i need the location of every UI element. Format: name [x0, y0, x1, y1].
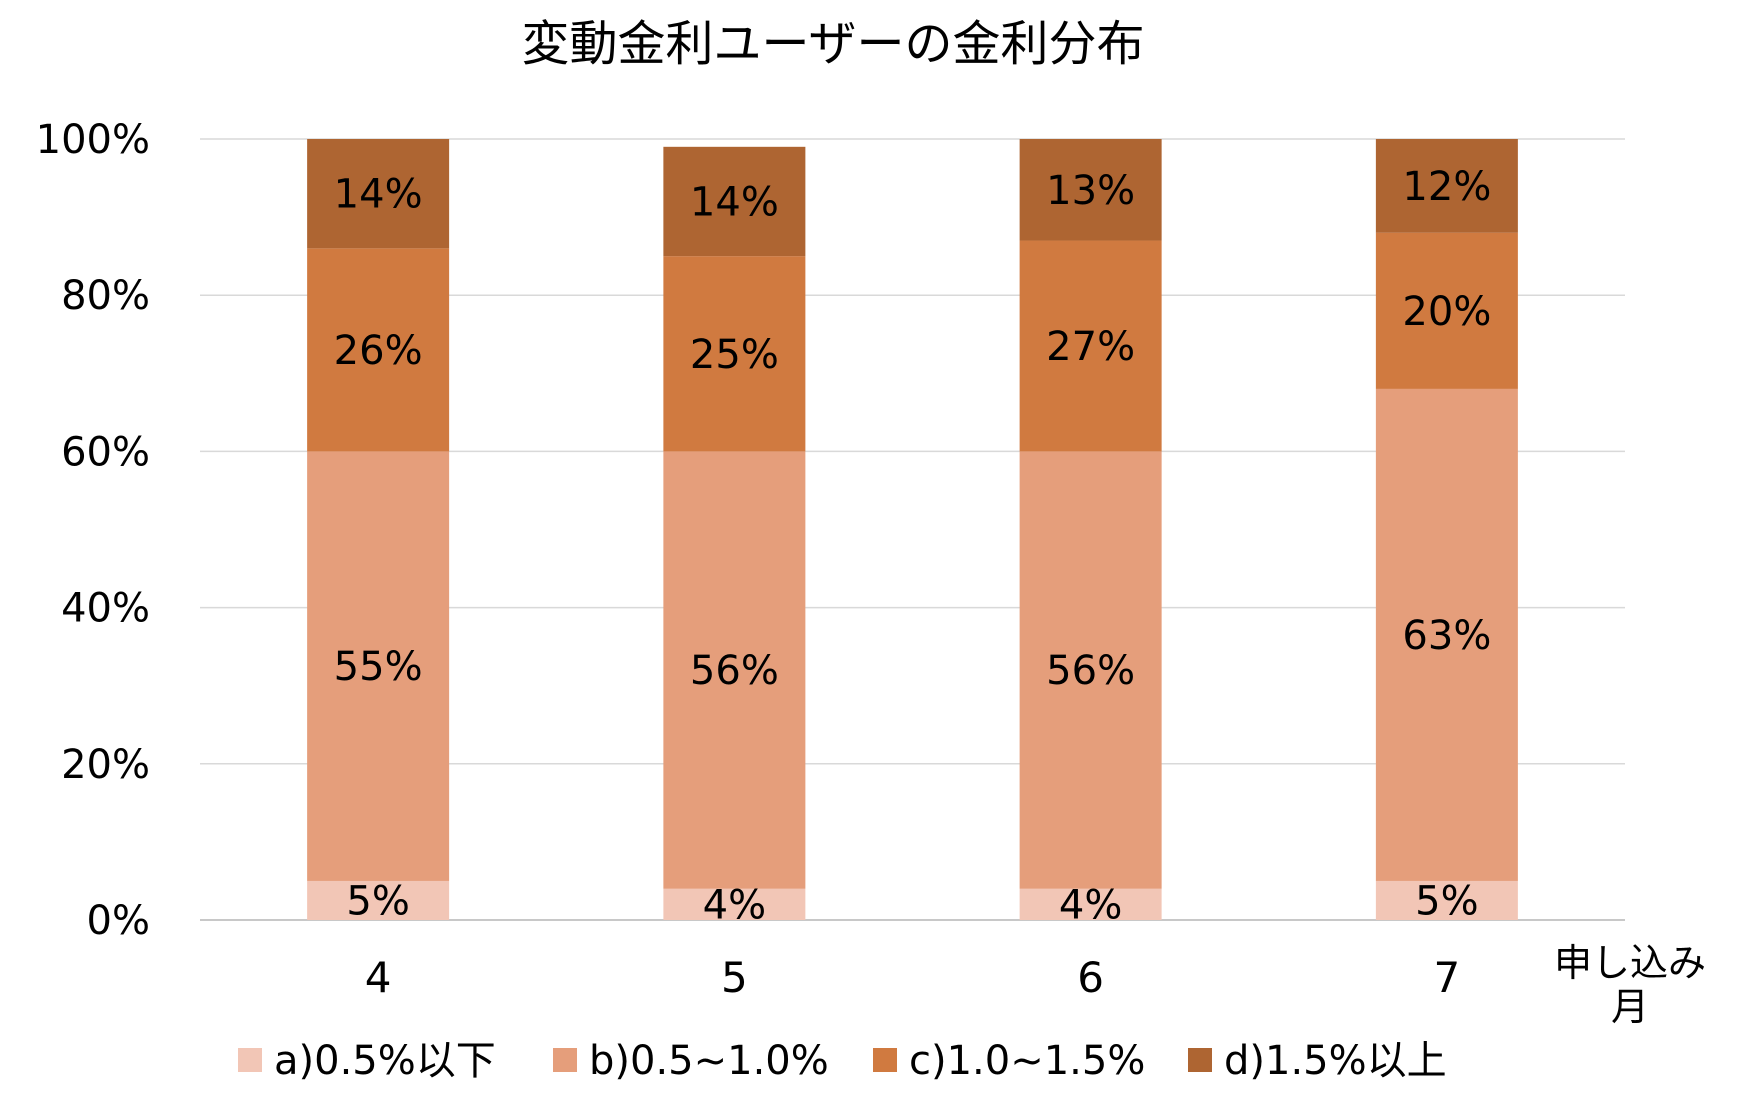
- data-label: 14%: [334, 172, 423, 218]
- bar-segment: [1375, 388, 1518, 881]
- bar-segment: [1375, 880, 1518, 920]
- data-label: 25%: [690, 332, 779, 378]
- data-labels: 5% 55% 26% 14% 4% 56% 25% 14% 4% 56% 27% 13% 5% 63% 20…: [334, 164, 1492, 929]
- y-tick-label: 100%: [36, 117, 150, 163]
- data-label: 55%: [334, 644, 423, 690]
- data-label: 63%: [1402, 613, 1491, 659]
- x-category-label: 4: [365, 953, 392, 1002]
- legend-label: a)0.5%以下: [274, 1038, 496, 1084]
- bar-segment: [663, 146, 806, 257]
- x-axis-title: 申し込み月: [1554, 941, 1706, 1029]
- y-tick-label: 80%: [61, 273, 150, 319]
- x-category-label: 6: [1077, 953, 1104, 1002]
- data-label: 27%: [1046, 324, 1135, 370]
- bar-segment: [1019, 240, 1162, 452]
- bar-segment: [663, 888, 806, 920]
- bar-segment: [1019, 139, 1162, 241]
- bar-segment: [1375, 139, 1518, 233]
- y-tick-label: 40%: [61, 586, 150, 632]
- x-category-label: 5: [721, 953, 748, 1002]
- y-tick-label: 60%: [61, 429, 150, 475]
- data-label: 5%: [1415, 878, 1478, 924]
- y-tick-label: 0%: [87, 898, 150, 944]
- y-tick-label: 20%: [61, 742, 150, 788]
- bar-segment: [1019, 888, 1162, 920]
- legend-swatch: [238, 1048, 262, 1072]
- legend-swatch: [873, 1048, 897, 1072]
- x-category-label: 7: [1434, 953, 1461, 1002]
- bar-segment: [307, 248, 450, 452]
- data-label: 4%: [1059, 882, 1122, 928]
- legend-label: c)1.0~1.5%: [909, 1038, 1145, 1084]
- chart-title: 変動金利ユーザーの金利分布: [521, 16, 1144, 72]
- data-label: 20%: [1402, 289, 1491, 335]
- legend-swatch: [553, 1048, 577, 1072]
- data-label: 56%: [690, 648, 779, 694]
- data-label: 13%: [1046, 168, 1135, 214]
- bars: [307, 139, 1518, 920]
- data-label: 26%: [334, 328, 423, 374]
- legend: a)0.5%以下 b)0.5~1.0% c)1.0~1.5% d)1.5%以上: [238, 1038, 1447, 1084]
- bar-segment: [307, 880, 450, 920]
- bar-segment: [1375, 232, 1518, 389]
- data-label: 4%: [703, 882, 766, 928]
- legend-swatch: [1188, 1048, 1212, 1072]
- legend-label: d)1.5%以上: [1224, 1038, 1447, 1084]
- data-label: 12%: [1402, 164, 1491, 210]
- y-axis-ticks: 0% 20% 40% 60% 80% 100%: [36, 117, 150, 944]
- bar-segment: [663, 256, 806, 452]
- bar-segment: [1019, 451, 1162, 889]
- bar-segment: [307, 451, 450, 881]
- bar-segment: [663, 451, 806, 889]
- x-axis-categories: 4 5 6 7: [365, 953, 1460, 1002]
- bar-segment: [307, 139, 450, 249]
- data-label: 5%: [346, 878, 409, 924]
- legend-label: b)0.5~1.0%: [589, 1038, 829, 1084]
- data-label: 56%: [1046, 648, 1135, 694]
- data-label: 14%: [690, 179, 779, 225]
